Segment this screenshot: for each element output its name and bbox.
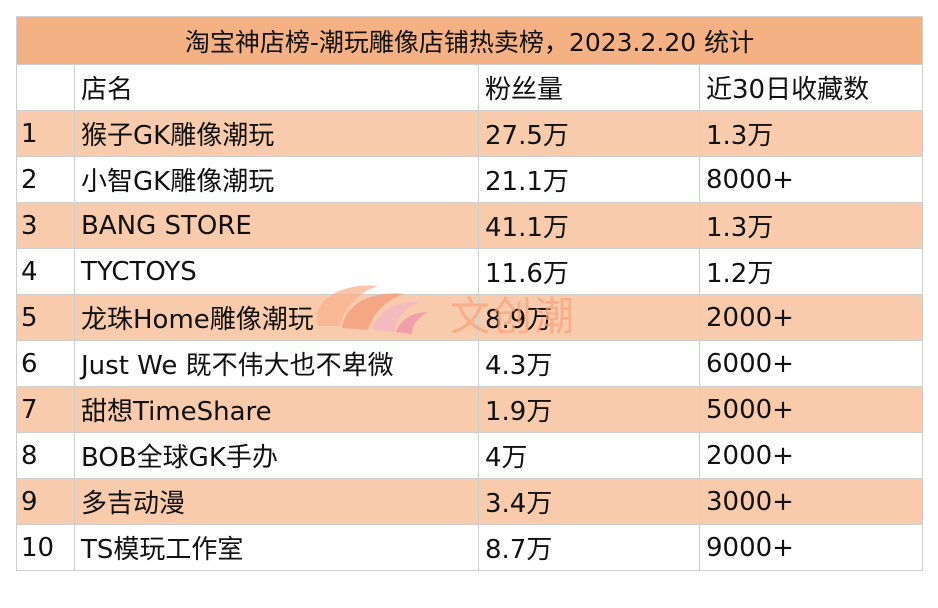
shop-name-cell: 猴子GK雕像潮玩 (74, 110, 479, 157)
fans-cell: 41.1万 (478, 202, 700, 249)
favorites-cell: 6000+ (698, 340, 924, 387)
rank-cell: 5 (16, 294, 75, 341)
favorites-cell: 9000+ (698, 524, 924, 571)
header-cell-rank (16, 64, 75, 111)
favorites-cell: 1.3万 (698, 110, 924, 157)
table-row: 10 TS模玩工作室 8.7万 9000+ (16, 524, 924, 571)
fans-cell: 4.3万 (478, 340, 700, 387)
shop-name-cell: TS模玩工作室 (74, 524, 479, 571)
table-row: 8 BOB全球GK手办 4万 2000+ (16, 432, 924, 479)
fans-cell: 1.9万 (478, 386, 700, 433)
rank-cell: 4 (16, 248, 75, 295)
shop-name-cell: BANG STORE (74, 202, 479, 249)
fans-cell: 3.4万 (478, 478, 700, 525)
table-row: 6 Just We 既不伟大也不卑微 4.3万 6000+ (16, 340, 924, 387)
fans-cell: 8.9万 (478, 294, 700, 341)
favorites-cell: 2000+ (698, 432, 924, 479)
rank-cell: 10 (16, 524, 75, 571)
header-cell-name: 店名 (74, 64, 479, 111)
rank-cell: 7 (16, 386, 75, 433)
rank-cell: 6 (16, 340, 75, 387)
favorites-cell: 1.2万 (698, 248, 924, 295)
table-title: 淘宝神店榜-潮玩雕像店铺热卖榜，2023.2.20 统计 (15, 16, 924, 65)
favorites-cell: 3000+ (698, 478, 924, 525)
rank-cell: 3 (16, 202, 75, 249)
header-row: 店名 粉丝量 近30日收藏数 (16, 64, 924, 111)
rank-cell: 1 (16, 110, 75, 157)
table-row: 3 BANG STORE 41.1万 1.3万 (16, 202, 924, 249)
table-row: 9 多吉动漫 3.4万 3000+ (16, 478, 924, 525)
favorites-cell: 5000+ (698, 386, 924, 433)
shop-name-cell: BOB全球GK手办 (74, 432, 479, 479)
fans-cell: 27.5万 (478, 110, 700, 157)
header-cell-fans: 粉丝量 (478, 64, 700, 111)
table-row: 5 龙珠Home雕像潮玩 8.9万 2000+ (16, 294, 924, 341)
table-row: 4 TYCTOYS 11.6万 1.2万 (16, 248, 924, 295)
fans-cell: 8.7万 (478, 524, 700, 571)
favorites-cell: 2000+ (698, 294, 924, 341)
shop-name-cell: 多吉动漫 (74, 478, 479, 525)
rank-cell: 2 (16, 156, 75, 203)
shop-name-cell: Just We 既不伟大也不卑微 (74, 340, 479, 387)
header-cell-favorites: 近30日收藏数 (698, 64, 924, 111)
rank-cell: 9 (16, 478, 75, 525)
shop-name-cell: 甜想TimeShare (74, 386, 479, 433)
favorites-cell: 8000+ (698, 156, 924, 203)
shop-name-cell: TYCTOYS (74, 248, 479, 295)
title-row: 淘宝神店榜-潮玩雕像店铺热卖榜，2023.2.20 统计 (15, 16, 924, 65)
fans-cell: 4万 (478, 432, 700, 479)
table-row: 7 甜想TimeShare 1.9万 5000+ (16, 386, 924, 433)
shop-name-cell: 龙珠Home雕像潮玩 (74, 294, 479, 341)
table-row: 2 小智GK雕像潮玩 21.1万 8000+ (16, 156, 924, 203)
table-row: 1 猴子GK雕像潮玩 27.5万 1.3万 (16, 110, 924, 157)
fans-cell: 21.1万 (478, 156, 700, 203)
fans-cell: 11.6万 (478, 248, 700, 295)
favorites-cell: 1.3万 (698, 202, 924, 249)
ranking-table: 淘宝神店榜-潮玩雕像店铺热卖榜，2023.2.20 统计 店名 粉丝量 近30日… (15, 16, 924, 571)
rank-cell: 8 (16, 432, 75, 479)
shop-name-cell: 小智GK雕像潮玩 (74, 156, 479, 203)
